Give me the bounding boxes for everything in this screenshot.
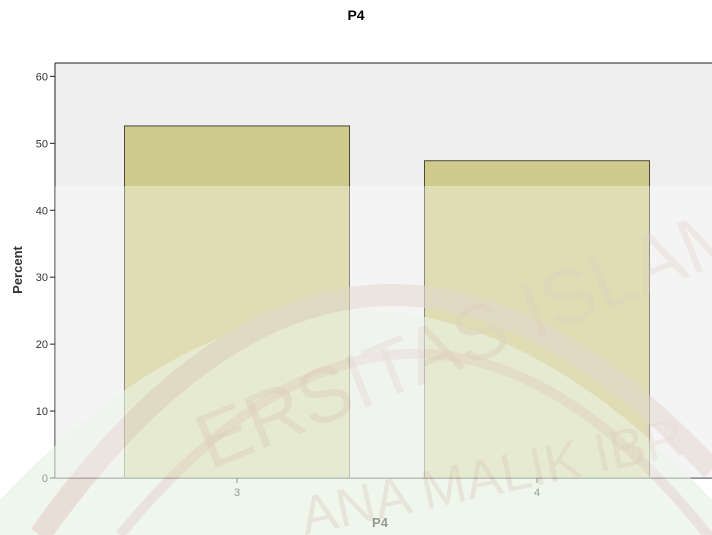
y-axis-label: Percent [10,245,25,293]
y-tick-label: 50 [36,138,48,150]
y-tick-label: 10 [36,406,48,418]
chart-title: P4 [347,7,364,23]
y-tick-label: 60 [36,71,48,83]
y-tick-label: 30 [36,272,48,284]
watermark-green-band [0,310,712,535]
y-ticks-group: 0102030405060 [36,71,55,485]
watermark-arc-inner [116,348,712,535]
y-tick-label: 40 [36,205,48,217]
y-tick-label: 20 [36,339,48,351]
watermark-haze [55,186,712,478]
watermark-arc-outer [31,284,712,535]
